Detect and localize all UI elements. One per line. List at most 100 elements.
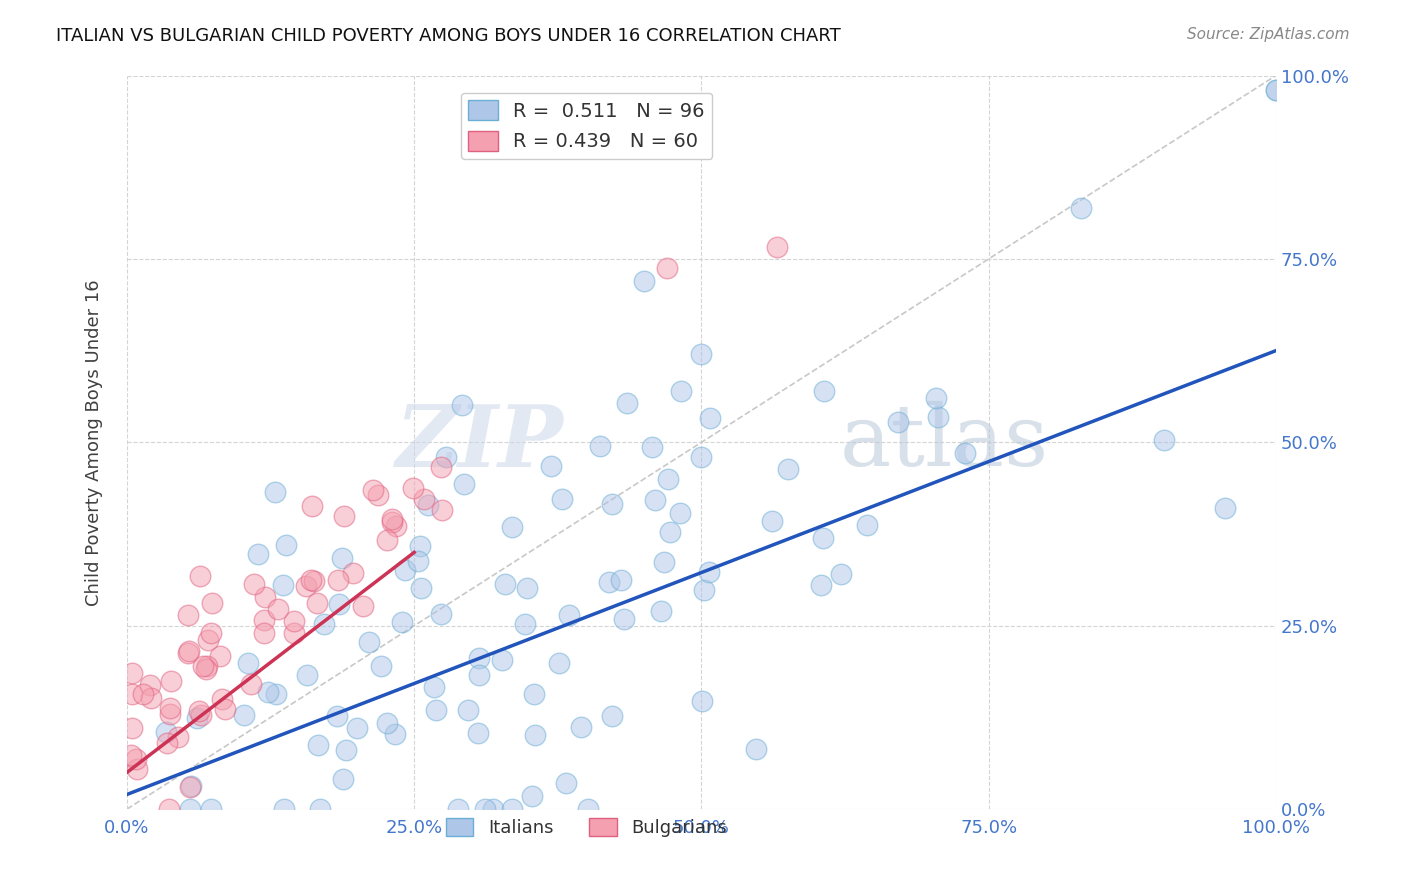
Point bbox=[451, 398, 474, 412]
Point bbox=[467, 726, 489, 740]
Point bbox=[299, 573, 322, 587]
Point bbox=[271, 578, 294, 592]
Point bbox=[121, 687, 143, 701]
Point bbox=[589, 439, 612, 453]
Point bbox=[197, 633, 219, 648]
Point bbox=[295, 579, 318, 593]
Point bbox=[394, 563, 416, 577]
Point bbox=[139, 678, 162, 692]
Point bbox=[381, 515, 404, 529]
Point bbox=[263, 484, 285, 499]
Point bbox=[239, 677, 262, 691]
Point bbox=[501, 519, 523, 533]
Point bbox=[927, 409, 949, 424]
Point bbox=[301, 499, 323, 513]
Point bbox=[699, 566, 721, 580]
Point bbox=[121, 721, 143, 735]
Point bbox=[650, 604, 672, 618]
Point bbox=[569, 720, 592, 734]
Point bbox=[467, 651, 489, 665]
Point bbox=[690, 347, 713, 361]
Point bbox=[370, 659, 392, 673]
Point bbox=[554, 776, 576, 790]
Point bbox=[186, 711, 208, 725]
Point bbox=[925, 391, 948, 405]
Point bbox=[425, 703, 447, 717]
Point bbox=[548, 657, 571, 671]
Point bbox=[813, 384, 835, 398]
Point bbox=[253, 591, 276, 605]
Point bbox=[214, 701, 236, 715]
Point bbox=[233, 708, 256, 723]
Point bbox=[332, 772, 354, 787]
Point bbox=[267, 602, 290, 616]
Point bbox=[474, 802, 496, 816]
Point bbox=[283, 614, 305, 628]
Point bbox=[668, 506, 690, 520]
Point bbox=[690, 694, 713, 708]
Point bbox=[576, 802, 599, 816]
Point bbox=[811, 531, 834, 545]
Point bbox=[468, 668, 491, 682]
Point bbox=[375, 533, 398, 547]
Point bbox=[333, 508, 356, 523]
Point bbox=[520, 789, 543, 803]
Point bbox=[644, 492, 666, 507]
Point bbox=[745, 741, 768, 756]
Point bbox=[1153, 434, 1175, 448]
Text: Source: ZipAtlas.com: Source: ZipAtlas.com bbox=[1187, 27, 1350, 42]
Point bbox=[139, 690, 162, 705]
Point bbox=[326, 709, 349, 723]
Point bbox=[352, 599, 374, 613]
Point bbox=[211, 692, 233, 706]
Point bbox=[156, 736, 179, 750]
Point bbox=[482, 802, 505, 816]
Point bbox=[209, 648, 232, 663]
Point bbox=[434, 450, 457, 465]
Point bbox=[655, 260, 678, 275]
Point bbox=[385, 518, 408, 533]
Point bbox=[384, 727, 406, 741]
Point bbox=[659, 524, 682, 539]
Point bbox=[652, 555, 675, 569]
Point bbox=[693, 582, 716, 597]
Point bbox=[253, 625, 276, 640]
Point bbox=[295, 668, 318, 682]
Point bbox=[810, 578, 832, 592]
Point bbox=[357, 634, 380, 648]
Point bbox=[328, 597, 350, 611]
Point bbox=[200, 626, 222, 640]
Point bbox=[453, 477, 475, 491]
Legend: Italians, Bulgarians: Italians, Bulgarians bbox=[439, 810, 734, 844]
Point bbox=[179, 780, 201, 795]
Point bbox=[633, 274, 655, 288]
Point bbox=[657, 472, 679, 486]
Point bbox=[188, 568, 211, 582]
Point bbox=[1213, 501, 1236, 516]
Point bbox=[125, 751, 148, 765]
Point bbox=[276, 539, 298, 553]
Point bbox=[159, 700, 181, 714]
Point bbox=[252, 613, 274, 627]
Point bbox=[335, 743, 357, 757]
Point bbox=[307, 596, 329, 610]
Point bbox=[201, 596, 224, 610]
Point bbox=[391, 615, 413, 629]
Point bbox=[641, 440, 664, 454]
Point bbox=[180, 779, 202, 793]
Point bbox=[367, 488, 389, 502]
Point bbox=[155, 725, 177, 739]
Point bbox=[540, 459, 562, 474]
Point bbox=[516, 581, 538, 595]
Point bbox=[761, 514, 783, 528]
Point bbox=[1265, 83, 1288, 97]
Point bbox=[307, 738, 329, 752]
Point bbox=[430, 503, 453, 517]
Point bbox=[600, 497, 623, 511]
Text: atlas: atlas bbox=[839, 401, 1049, 484]
Point bbox=[125, 762, 148, 776]
Y-axis label: Child Poverty Among Boys Under 16: Child Poverty Among Boys Under 16 bbox=[86, 279, 103, 606]
Point bbox=[1070, 201, 1092, 215]
Point bbox=[381, 512, 404, 526]
Point bbox=[616, 396, 638, 410]
